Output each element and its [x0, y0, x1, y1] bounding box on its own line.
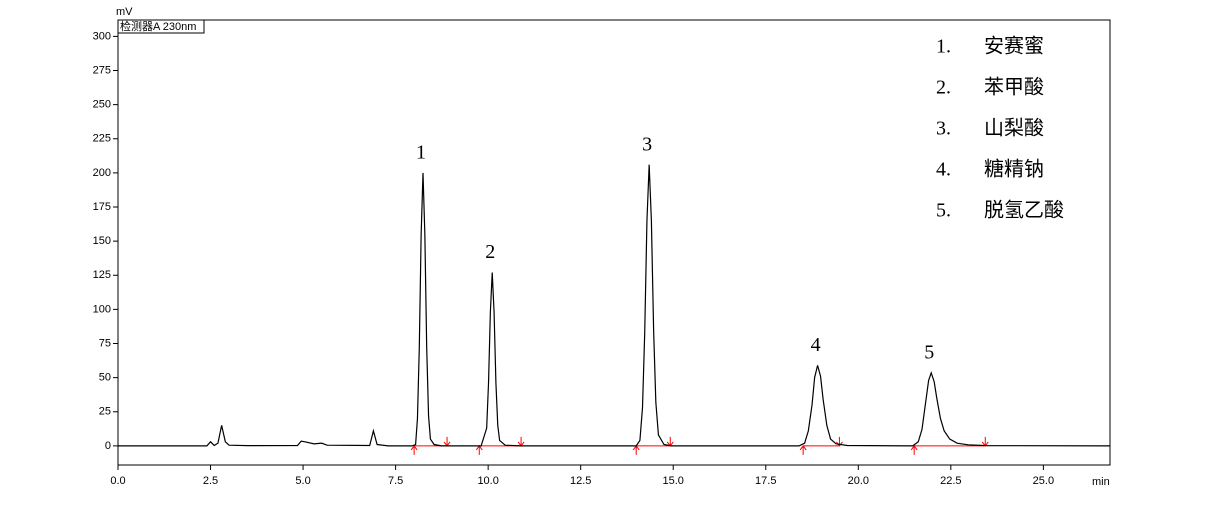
- x-tick-label: 25.0: [1033, 475, 1054, 487]
- integration-end-arrow: [517, 436, 525, 447]
- detector-box: [117, 19, 205, 34]
- compound-number: 5.: [936, 200, 951, 222]
- x-tick-label: 15.0: [663, 475, 684, 487]
- y-tick-label: 300: [93, 30, 111, 42]
- x-tick-label: 22.5: [940, 475, 961, 487]
- integration-start-arrow: [632, 445, 640, 455]
- compound-name: 山梨酸: [984, 117, 1044, 140]
- trace: [118, 164, 1111, 447]
- y-axis-label: mV: [116, 6, 133, 18]
- integration-end-arrow: [443, 436, 451, 447]
- y-tick-label: 275: [93, 64, 111, 76]
- compound-name: 苯甲酸: [984, 76, 1044, 99]
- integration-start-arrow: [410, 445, 418, 455]
- compound-number: 2.: [936, 77, 951, 99]
- integration-start-arrow: [475, 445, 483, 455]
- plot-frame: [117, 19, 1111, 466]
- peak-label: 1: [416, 141, 426, 163]
- peak-label: 3: [642, 133, 652, 155]
- x-tick-label: 5.0: [295, 475, 310, 487]
- y-tick-label: 250: [93, 99, 111, 111]
- x-tick-label: 7.5: [388, 475, 403, 487]
- integration-end-arrow: [666, 436, 674, 447]
- peak-label: 5: [924, 341, 934, 363]
- y-tick-label: 100: [93, 303, 111, 315]
- compound-name: 糖精钠: [984, 158, 1044, 181]
- x-tick-label: 20.0: [848, 475, 869, 487]
- y-tick-label: 175: [93, 201, 111, 213]
- y-tick-label: 150: [93, 235, 111, 247]
- integration-start-arrow: [910, 445, 918, 455]
- x-tick-label: 10.0: [477, 475, 498, 487]
- compound-name: 安赛蜜: [984, 35, 1044, 58]
- y-tick-label: 75: [99, 337, 111, 349]
- compound-name: 脱氢乙酸: [984, 199, 1064, 222]
- integration-end-arrow: [981, 436, 989, 447]
- integration-start-arrow: [799, 445, 807, 455]
- x-tick-label: 2.5: [203, 475, 218, 487]
- y-tick-label: 25: [99, 406, 111, 418]
- x-axis-label: min: [1092, 476, 1110, 488]
- peak-label: 4: [811, 334, 821, 356]
- y-tick-label: 225: [93, 133, 111, 145]
- peak-label: 2: [485, 241, 495, 263]
- detector-label: 检测器A 230nm: [120, 19, 196, 33]
- y-tick-label: 0: [105, 440, 111, 452]
- compound-number: 3.: [936, 118, 951, 140]
- x-tick-label: 0.0: [110, 475, 125, 487]
- x-tick-label: 17.5: [755, 475, 776, 487]
- y-tick-label: 50: [99, 372, 111, 384]
- compound-number: 4.: [936, 159, 951, 181]
- y-tick-label: 200: [93, 167, 111, 179]
- x-tick-label: 12.5: [570, 475, 591, 487]
- y-tick-label: 125: [93, 269, 111, 281]
- compound-number: 1.: [936, 36, 951, 58]
